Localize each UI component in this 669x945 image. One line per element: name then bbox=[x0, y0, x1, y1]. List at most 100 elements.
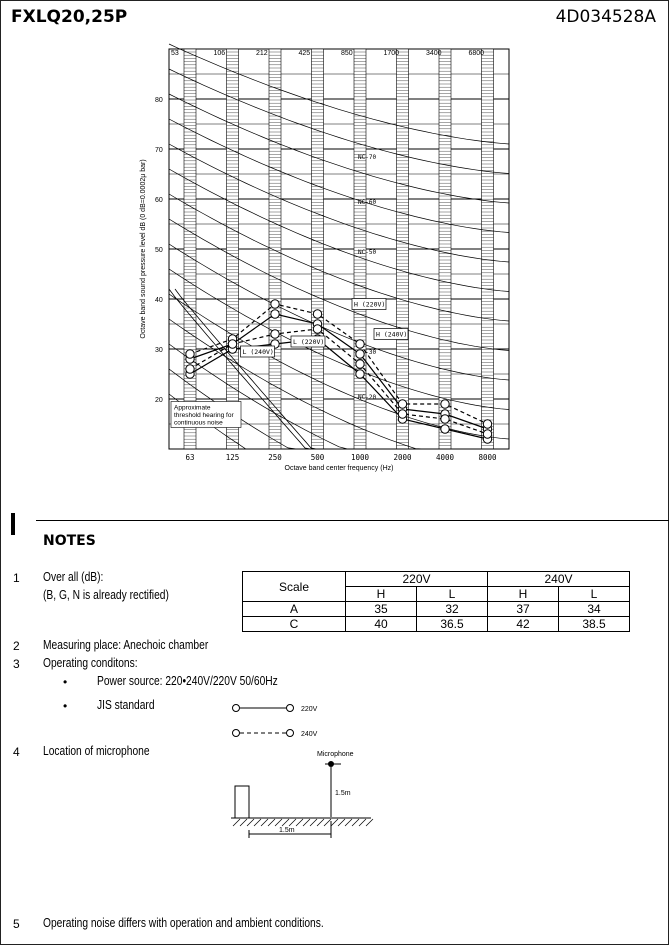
nc-curve bbox=[168, 393, 509, 450]
x-tick-label: 4000 bbox=[436, 453, 455, 462]
line-label-box bbox=[373, 328, 409, 340]
note-4-text: Location of microphone bbox=[43, 744, 150, 758]
series-line bbox=[189, 338, 488, 440]
series-point bbox=[440, 399, 450, 409]
legend-solid-label: 220V bbox=[301, 706, 318, 713]
y-axis-label: Octave band sound pressure level dB (0 d… bbox=[140, 159, 147, 338]
line-label: H (240V) bbox=[376, 331, 407, 339]
legend-marker-icon bbox=[286, 704, 294, 712]
x-tick-label: 63 bbox=[185, 453, 194, 462]
hatch-line bbox=[267, 818, 276, 827]
hatch-line bbox=[309, 818, 318, 827]
series-point bbox=[397, 399, 408, 409]
legend-dashed-label: 240V bbox=[301, 731, 318, 738]
note-number: 2 bbox=[13, 639, 20, 653]
floor-hatch-icon bbox=[232, 818, 374, 827]
nc-curve bbox=[168, 68, 510, 174]
x-tick-label: 500 bbox=[311, 453, 325, 462]
octave-band-column bbox=[226, 48, 239, 450]
octave-band-column bbox=[183, 48, 197, 450]
nc-label: NC-60 bbox=[358, 199, 376, 206]
x-tick-label: 125 bbox=[226, 453, 240, 462]
table-cell: 32 bbox=[416, 601, 488, 617]
x-axis-label: Octave band center frequency (Hz) bbox=[285, 465, 394, 472]
series-line bbox=[189, 328, 488, 435]
condition-standard: JIS standard bbox=[97, 698, 155, 712]
nc-curve bbox=[168, 168, 510, 292]
note-5-text: Operating noise differs with operation a… bbox=[43, 916, 324, 930]
nc-label: NC-70 bbox=[358, 154, 376, 161]
nc-curve bbox=[168, 268, 510, 410]
line-label-box bbox=[240, 345, 275, 358]
octave-band-column bbox=[438, 48, 452, 450]
line-legend: 220V 240V bbox=[232, 704, 318, 738]
section-marker bbox=[11, 513, 15, 535]
y-tick-label: 40 bbox=[155, 297, 163, 304]
table-cell: 37 bbox=[487, 601, 559, 617]
hatch-line bbox=[239, 818, 248, 827]
table-subheader: L bbox=[416, 586, 488, 602]
nc-curve bbox=[168, 193, 510, 322]
section-rule bbox=[36, 520, 669, 521]
notes-title: NOTES bbox=[43, 533, 96, 549]
table-subheader: L bbox=[558, 586, 630, 602]
x-tick-label: 250 bbox=[268, 453, 282, 462]
note-number: 1 bbox=[13, 571, 20, 585]
note-2-text: Measuring place: Anechoic chamber bbox=[43, 638, 209, 652]
table-cell: 38.5 bbox=[558, 616, 630, 632]
nc-curve bbox=[168, 293, 510, 440]
threshold-note-box bbox=[170, 401, 242, 428]
hatch-line bbox=[295, 818, 304, 827]
y-tick-label: 80 bbox=[155, 97, 163, 104]
threshold-curve bbox=[168, 288, 333, 450]
note-number: 3 bbox=[13, 657, 20, 671]
x-tick-label: 2000 bbox=[393, 453, 412, 462]
hatch-line bbox=[365, 818, 374, 827]
series-line bbox=[189, 313, 488, 430]
table-cell: 42 bbox=[487, 616, 559, 632]
nc-curve bbox=[168, 118, 510, 233]
line-label-box bbox=[290, 335, 326, 348]
hatch-line bbox=[288, 818, 297, 827]
series-point bbox=[312, 309, 323, 319]
nc-curve bbox=[168, 243, 510, 381]
table-subheader: H bbox=[345, 586, 417, 602]
x-tick-label: 1000 bbox=[351, 453, 370, 462]
nc-label: NC-50 bbox=[358, 249, 376, 256]
table-cell: C bbox=[242, 616, 346, 632]
series-point bbox=[440, 424, 450, 434]
nc-curve bbox=[168, 143, 510, 263]
condition-power: Power source: 220•240V/220V 50/60Hz bbox=[97, 674, 278, 688]
y-tick-label: 60 bbox=[155, 197, 163, 204]
band-edge-label: 212 bbox=[256, 50, 268, 57]
band-edge-label: 425 bbox=[299, 50, 311, 57]
bullet-icon: • bbox=[63, 699, 68, 713]
nc-label: NC-30 bbox=[358, 349, 376, 356]
table-subheader: H bbox=[487, 586, 559, 602]
table-cell: 40 bbox=[345, 616, 417, 632]
series-point bbox=[355, 359, 365, 369]
band-edge-label: 3400 bbox=[426, 50, 442, 57]
line-label: L (240V) bbox=[243, 348, 274, 356]
line-label: H (220V) bbox=[354, 301, 385, 309]
table-cell: 36.5 bbox=[416, 616, 488, 632]
note-1-subtext: (B, G, N is already rectified) bbox=[43, 588, 169, 602]
hatch-line bbox=[246, 818, 255, 827]
indoor-unit-icon bbox=[234, 785, 250, 819]
band-edge-label: 6800 bbox=[469, 50, 485, 57]
band-edge-label: 850 bbox=[341, 50, 353, 57]
legend-marker-icon bbox=[286, 729, 294, 737]
line-label: L (220V) bbox=[293, 338, 324, 346]
series-point bbox=[482, 419, 493, 429]
series-line bbox=[189, 303, 488, 425]
hatch-line bbox=[330, 818, 339, 827]
x-tick-label: 8000 bbox=[478, 453, 497, 462]
nc-curve bbox=[168, 93, 510, 204]
threshold-curve bbox=[174, 288, 339, 450]
octave-band-column bbox=[311, 48, 324, 450]
nc-curve bbox=[168, 218, 510, 351]
bullet-icon: • bbox=[63, 675, 68, 689]
hatch-line bbox=[337, 818, 346, 827]
threshold-note-text: continuous noise bbox=[174, 420, 223, 427]
